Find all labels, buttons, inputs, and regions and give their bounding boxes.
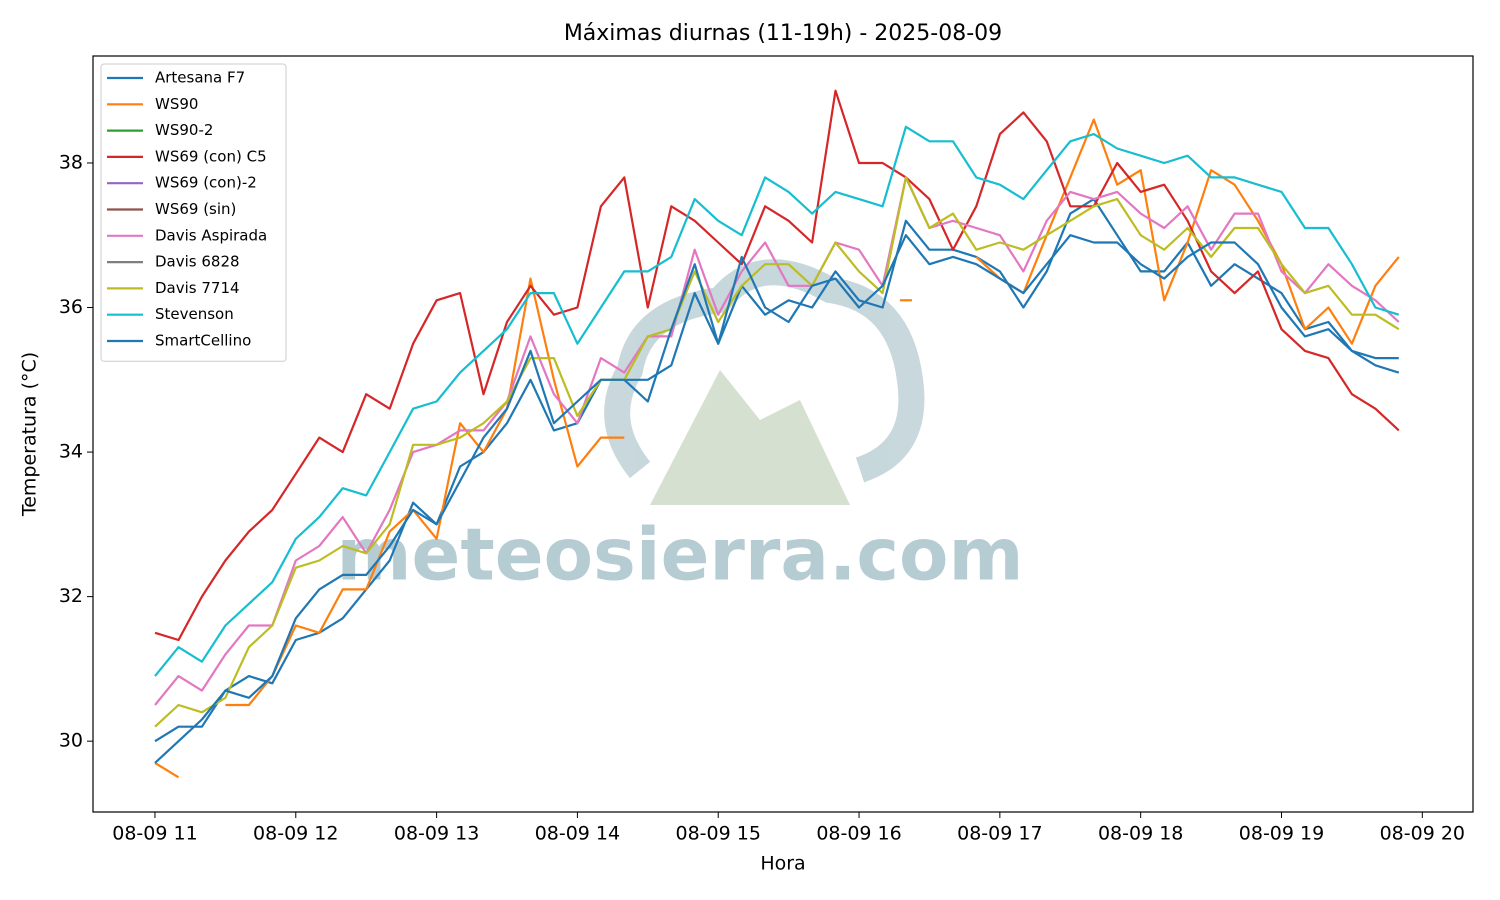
legend-label: Davis 6828 — [155, 253, 240, 271]
x-axis-label: Hora — [760, 853, 805, 875]
legend-label: Davis Aspirada — [155, 226, 267, 244]
legend-label: WS69 (con)-2 — [155, 174, 257, 192]
series-line — [154, 761, 180, 779]
y-axis-label: Temperatura (°C) — [19, 352, 41, 517]
x-tick-label: 08-09 18 — [1098, 823, 1183, 845]
x-tick-label: 08-09 16 — [816, 823, 901, 845]
watermark: meteosierra.com — [336, 513, 1023, 597]
x-tick-label: 08-09 12 — [253, 823, 338, 845]
plot-frame — [92, 55, 1474, 813]
legend-label: Artesana F7 — [155, 69, 245, 87]
legend-label: WS90-2 — [155, 121, 213, 139]
x-tick-label: 08-09 11 — [112, 823, 197, 845]
series-line — [154, 125, 1400, 677]
legend-box — [100, 63, 287, 362]
legend-label: WS90 — [155, 95, 198, 113]
y-tick-label: 30 — [59, 730, 83, 752]
x-tick-label: 08-09 19 — [1239, 823, 1324, 845]
y-tick-label: 34 — [59, 441, 83, 463]
y-tick-label: 36 — [59, 296, 83, 318]
legend: Artesana F7 WS90 WS90-2 WS69 (con) C5 WS69 (… — [100, 63, 287, 362]
series-line — [225, 277, 625, 707]
series-line — [154, 234, 1400, 764]
chart-title: Máximas diurnas (11-19h) - 2025-08-09 — [564, 21, 1002, 46]
x-tick-label: 08-09 14 — [535, 823, 620, 845]
legend-label: SmartCellino — [155, 332, 251, 350]
legend-label: Stevenson — [155, 305, 234, 323]
y-tick-label: 32 — [59, 585, 83, 607]
x-tick-label: 08-09 13 — [394, 823, 479, 845]
y-tick-label: 38 — [59, 151, 83, 173]
legend-label: WS69 (con) C5 — [155, 147, 267, 165]
legend-label: WS69 (sin) — [155, 200, 236, 218]
x-tick-label: 08-09 17 — [957, 823, 1042, 845]
x-tick-label: 08-09 15 — [676, 823, 761, 845]
x-tick-label: 08-09 20 — [1380, 823, 1465, 845]
legend-label: Davis 7714 — [155, 279, 240, 297]
series-line — [154, 198, 1399, 743]
series-line — [154, 176, 1400, 728]
series-line — [154, 89, 1400, 642]
